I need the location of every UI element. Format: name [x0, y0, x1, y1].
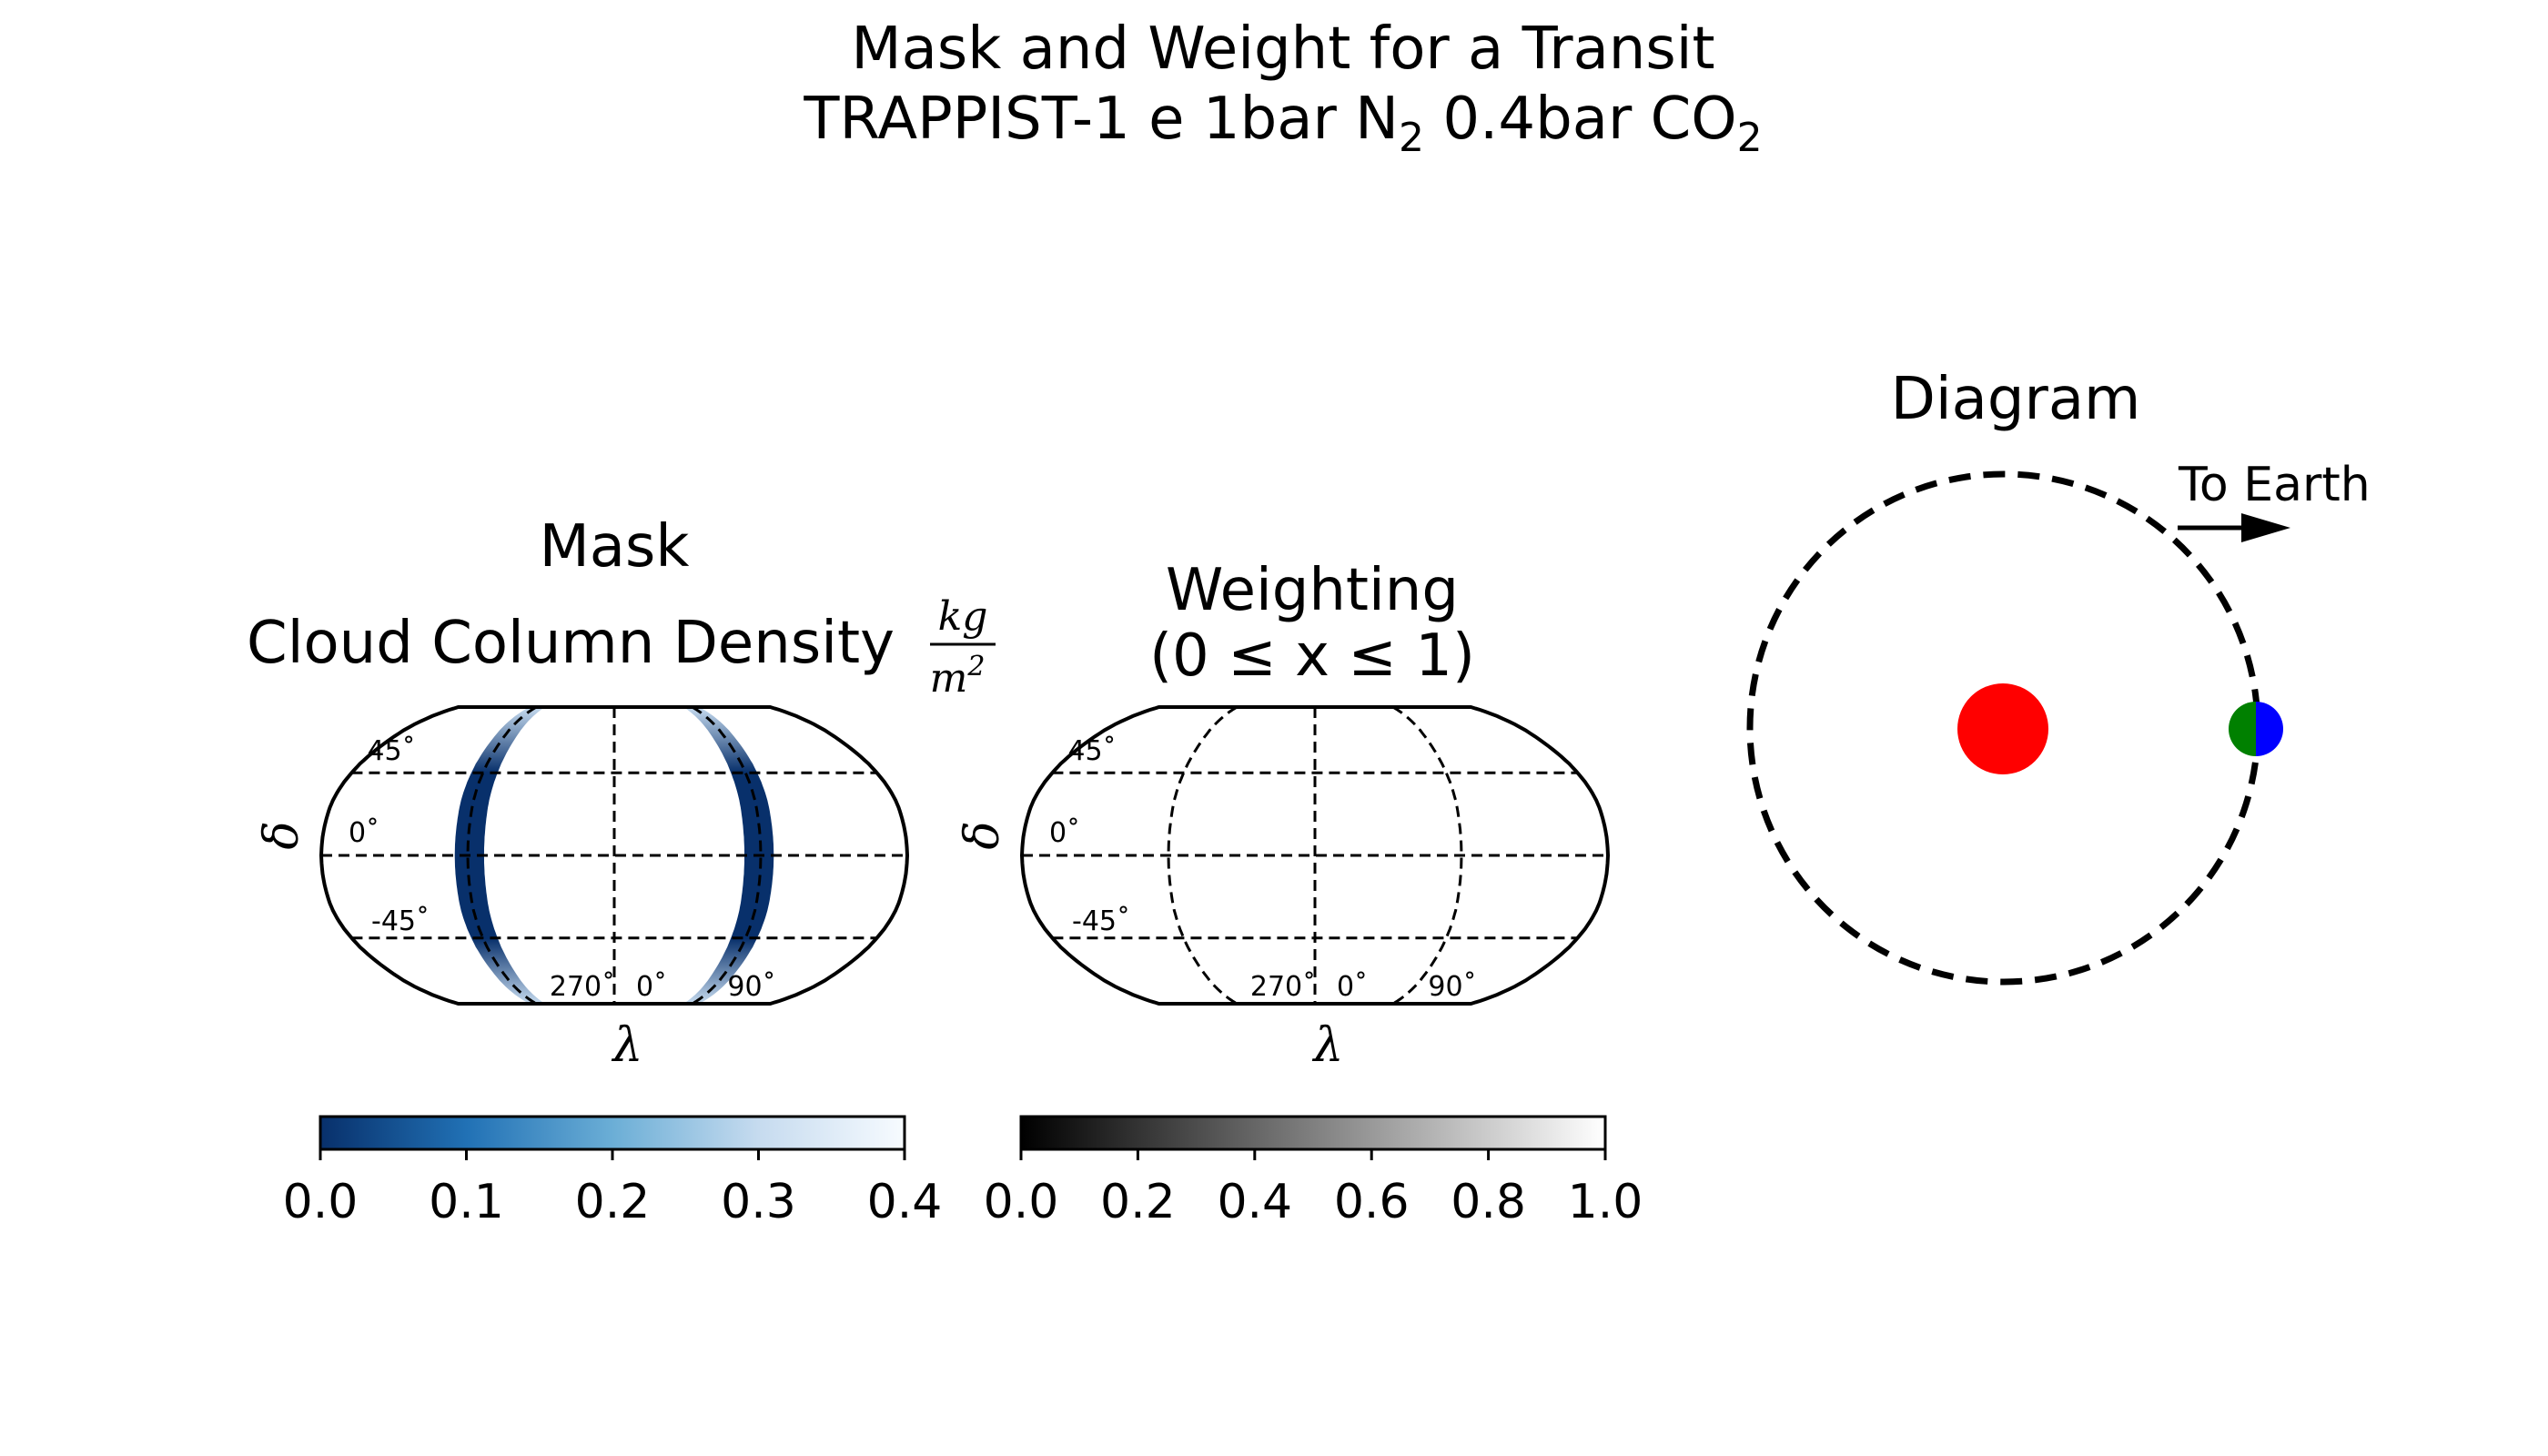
weighting-panel: Weighting (0 ≤ x ≤ 1) 45˚ 0˚ -45˚ 270˚ 0…	[956, 557, 1643, 1229]
mask-lat-tick-neg45: -45˚	[371, 905, 430, 937]
mask-colorbar-ticks: 0.0 0.1 0.2 0.3 0.4	[283, 1149, 943, 1229]
to-earth-arrowhead	[2241, 513, 2290, 542]
mask-unit-numerator: kg	[938, 593, 988, 640]
colorbar-tick-label: 0.1	[429, 1175, 504, 1229]
planet-day-side	[2256, 702, 2283, 756]
mask-map-frame	[318, 705, 910, 1006]
figure-title-line2: TRAPPIST-1 e 1bar N2 0.4bar CO2	[803, 86, 1762, 161]
diagram-panel: Diagram To Earth	[1746, 366, 2371, 986]
figure-title-line1: Mask and Weight for a Transit	[851, 15, 1714, 83]
weighting-lat-tick-0: 0˚	[1049, 817, 1080, 849]
weighting-graticule	[1022, 705, 1608, 1006]
colorbar-tick-label: 0.6	[1334, 1175, 1410, 1229]
mask-unit-denominator-base: m	[930, 655, 968, 702]
mask-bands	[454, 707, 774, 1004]
weighting-colorbar	[1019, 1115, 1607, 1151]
title-sub-co2: 2	[1737, 115, 1763, 161]
mask-title: Mask	[540, 513, 690, 581]
mask-unit-denominator: m2	[930, 651, 986, 702]
weighting-lon-tick-270: 270˚	[1250, 971, 1316, 1003]
colorbar-tick-label: 1.0	[1568, 1175, 1643, 1229]
meridian-line	[1167, 705, 1239, 1006]
weighting-lat-tick-45: 45˚	[1067, 735, 1116, 767]
weighting-title: Weighting	[1166, 557, 1459, 624]
mask-lon-tick-0: 0˚	[636, 971, 667, 1003]
star	[1957, 683, 2048, 774]
colorbar-tick-label: 0.0	[984, 1175, 1059, 1229]
weighting-ylabel: δ	[956, 821, 1010, 849]
mask-terminator-band	[454, 707, 545, 1004]
colorbar-tick-label: 0.2	[1100, 1175, 1176, 1229]
mask-xlabel: λ	[612, 1018, 643, 1073]
mask-lon-tick-270: 270˚	[550, 971, 615, 1003]
weighting-lat-tick-neg45: -45˚	[1072, 905, 1130, 937]
mask-ylabel: δ	[255, 821, 309, 849]
colorbar-tick-label: 0.4	[1217, 1175, 1292, 1229]
mask-lat-tick-0: 0˚	[349, 817, 379, 849]
title-sub-n2: 2	[1399, 115, 1424, 161]
mask-unit-power: 2	[966, 651, 985, 682]
colorbar-tick-label: 0.2	[575, 1175, 651, 1229]
mask-lat-tick-45: 45˚	[367, 735, 415, 767]
weighting-map	[1019, 705, 1611, 1006]
title-prefix: TRAPPIST-1 e 1bar N	[803, 86, 1399, 153]
mask-graticule	[321, 705, 907, 1006]
title-mid: 0.4bar CO	[1424, 86, 1737, 153]
meridian-line	[691, 705, 763, 1006]
mask-lon-tick-90: 90˚	[727, 971, 775, 1003]
colorbar-tick-label: 0.4	[867, 1175, 943, 1229]
colorbar-tick-label: 0.3	[721, 1175, 796, 1229]
weighting-xlabel: λ	[1312, 1018, 1344, 1073]
colorbar-tick-label: 0.0	[283, 1175, 359, 1229]
weighting-subtitle: (0 ≤ x ≤ 1)	[1149, 622, 1475, 690]
mask-panel: Mask Cloud Column Density kg m2 45˚ 0˚ -…	[247, 513, 996, 1229]
colorbar-tick-label: 0.8	[1451, 1175, 1526, 1229]
weighting-map-frame	[1019, 705, 1611, 1006]
mask-map	[318, 705, 910, 1006]
mask-terminator-band	[683, 707, 774, 1004]
meridian-line	[466, 705, 538, 1006]
mask-subtitle: Cloud Column Density	[247, 610, 895, 677]
arrow-label: To Earth	[2178, 458, 2371, 512]
weighting-colorbar-ticks: 0.0 0.2 0.4 0.6 0.8 1.0	[984, 1149, 1643, 1229]
diagram-title: Diagram	[1891, 366, 2141, 433]
weighting-lon-tick-90: 90˚	[1428, 971, 1476, 1003]
planet-night-side	[2229, 702, 2256, 756]
weighting-lon-tick-0: 0˚	[1337, 971, 1368, 1003]
meridian-line	[1391, 705, 1463, 1006]
mask-colorbar	[318, 1115, 906, 1151]
